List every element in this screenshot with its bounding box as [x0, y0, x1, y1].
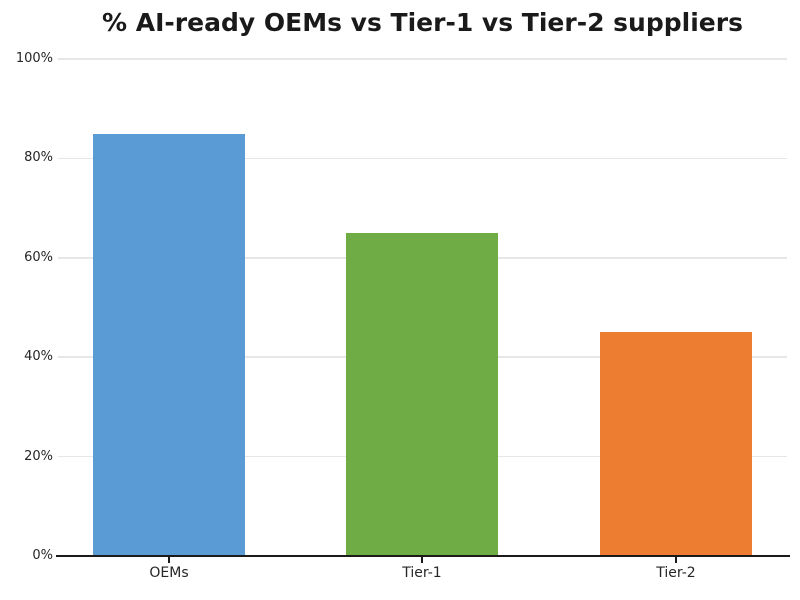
ytick-label-40%: 40% — [24, 349, 53, 365]
plot-area — [56, 58, 790, 557]
ytick-label-0%: 0% — [32, 548, 53, 563]
x-axis-line — [56, 554, 790, 557]
bar-oems — [93, 133, 245, 556]
ytick-label-100%: 100% — [15, 51, 53, 66]
xtick-label-tier-1: Tier-1 — [402, 565, 442, 581]
ytick-label-80%: 80% — [24, 150, 53, 166]
ytick-label-20%: 20% — [24, 448, 53, 464]
xtick-label-tier-2: Tier-2 — [656, 565, 696, 581]
xtick-label-oems: OEMs — [149, 565, 189, 581]
xtick-mark-tier-1 — [421, 557, 423, 563]
chart-title: % AI-ready OEMs vs Tier-1 vs Tier-2 supp… — [102, 8, 743, 37]
bar-tier-2 — [600, 332, 752, 556]
gridline-100% — [58, 58, 787, 60]
bar-tier-1 — [346, 232, 498, 556]
xtick-mark-tier-2 — [675, 557, 677, 563]
xtick-mark-oems — [168, 557, 170, 563]
gridline-80% — [58, 157, 787, 160]
ytick-label-60%: 60% — [24, 249, 53, 265]
